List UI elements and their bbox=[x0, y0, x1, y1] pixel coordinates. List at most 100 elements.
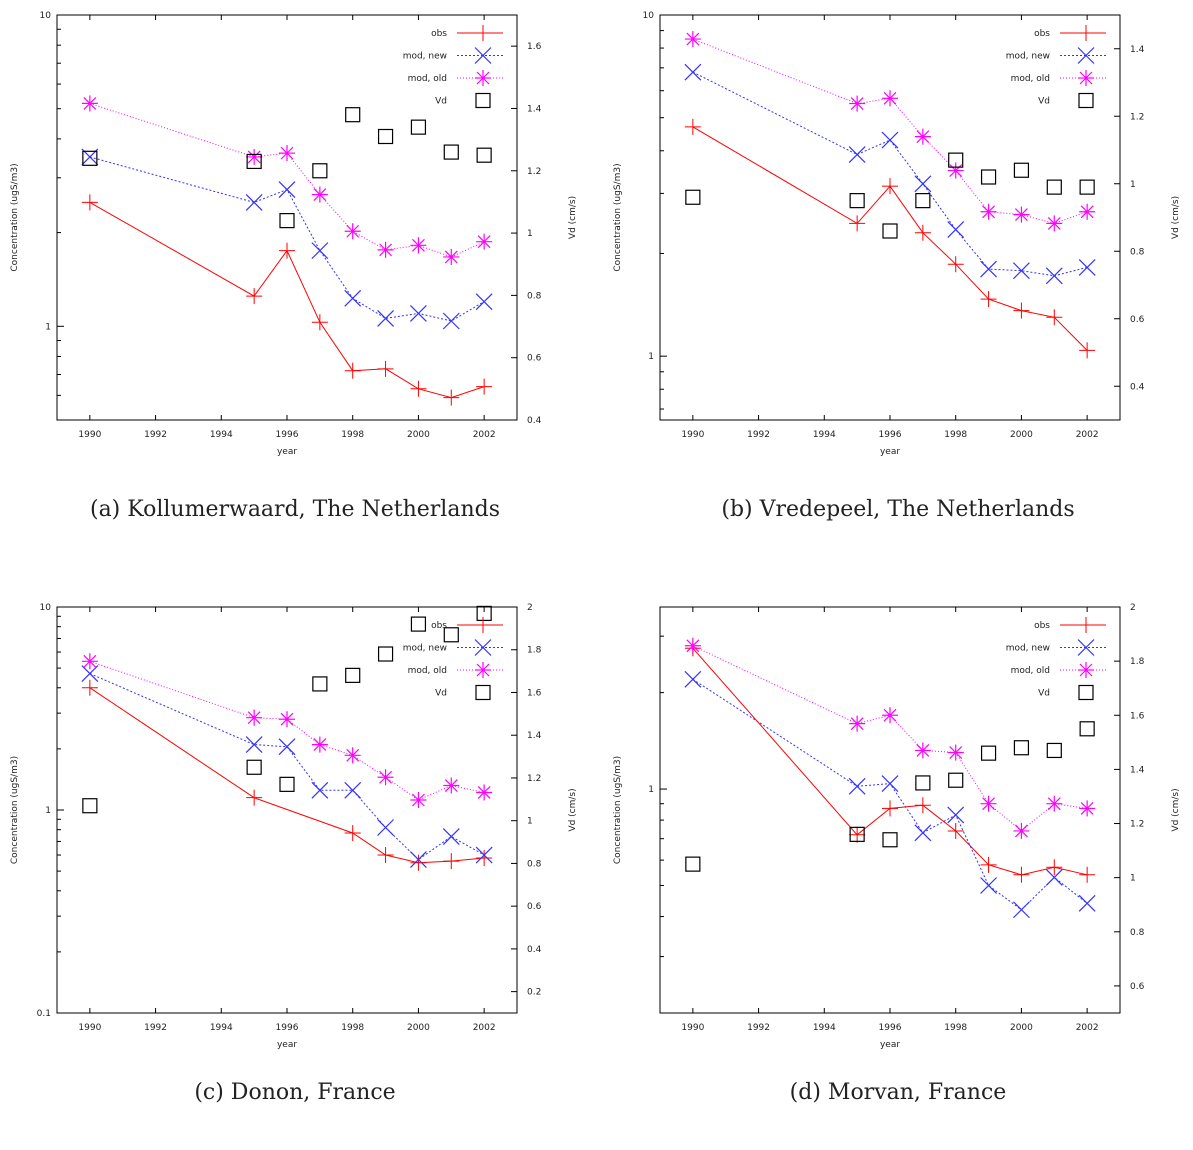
point-mod-new bbox=[245, 193, 263, 211]
y-axis-label: Concentration (ugS/m3) bbox=[10, 756, 20, 864]
series-line-mod-new bbox=[89, 673, 485, 861]
point-mod-new bbox=[947, 221, 965, 238]
point-vd bbox=[685, 189, 701, 205]
point-mod-old bbox=[980, 203, 997, 220]
series-line-mod-new bbox=[692, 71, 1088, 277]
point-obs bbox=[882, 800, 898, 817]
legend-marker-mod-old bbox=[475, 70, 491, 86]
x-tick-label: 1990 bbox=[681, 1023, 704, 1033]
legend-label-mod-old: mod, old bbox=[1011, 666, 1050, 676]
x-tick-label: 1996 bbox=[879, 430, 902, 440]
point-obs bbox=[344, 362, 361, 379]
point-obs bbox=[947, 822, 964, 839]
series-mod-old bbox=[81, 95, 493, 265]
point-mod-new bbox=[475, 846, 493, 864]
series-vd bbox=[685, 721, 1095, 872]
point-mod-new bbox=[377, 309, 394, 327]
legend-label-obs: obs bbox=[431, 29, 447, 39]
x-tick-label: 1990 bbox=[78, 430, 101, 440]
chart-donon: 1990 1992 1994 1996 1998 2000 2002 year 0.1 1 10 Co… bbox=[10, 603, 578, 1050]
legend-label-mod-old: mod, old bbox=[408, 74, 447, 84]
y2-tick-label: 1.6 bbox=[527, 42, 542, 52]
point-mod-old bbox=[684, 637, 701, 654]
point-vd bbox=[246, 153, 262, 170]
y2-axis-label: Vd (cm/s) bbox=[1171, 788, 1181, 831]
point-vd bbox=[915, 775, 931, 791]
y2-tick-label: 0.4 bbox=[527, 945, 542, 955]
x-tick-label: 2002 bbox=[473, 1023, 496, 1033]
point-mod-old bbox=[1046, 215, 1063, 232]
point-vd bbox=[685, 856, 701, 872]
point-obs bbox=[849, 215, 866, 232]
legend-label-mod-new: mod, new bbox=[1006, 52, 1050, 62]
point-mod-old bbox=[1013, 822, 1030, 839]
point-mod-new bbox=[442, 312, 460, 330]
legend-label-mod-old: mod, old bbox=[408, 666, 447, 676]
legend-marker-vd bbox=[475, 684, 491, 701]
point-mod-old bbox=[980, 795, 997, 812]
point-mod-old bbox=[947, 162, 964, 179]
point-mod-old bbox=[279, 711, 295, 728]
y2-tick-label: 1.8 bbox=[527, 646, 542, 656]
point-mod-old bbox=[246, 148, 263, 165]
x-tick-label: 1992 bbox=[747, 430, 770, 440]
point-mod-new bbox=[245, 736, 263, 754]
x-tick-label: 1992 bbox=[144, 430, 167, 440]
series-line-mod-new bbox=[89, 156, 485, 322]
legend-label-obs: obs bbox=[1034, 621, 1050, 631]
series-line-mod-old bbox=[89, 660, 485, 801]
series-obs bbox=[81, 194, 493, 406]
point-obs bbox=[882, 178, 898, 195]
x-tick-label: 1994 bbox=[813, 430, 836, 440]
point-obs bbox=[81, 194, 98, 211]
point-vd bbox=[1079, 721, 1095, 737]
x-axis-label: year bbox=[880, 447, 900, 457]
y-axis-label: Concentration (ugS/m3) bbox=[10, 163, 20, 271]
point-obs bbox=[849, 826, 866, 843]
series-mod-new bbox=[684, 63, 1096, 285]
y2-tick-label: 0.6 bbox=[1130, 982, 1145, 992]
point-mod-new bbox=[1045, 868, 1063, 886]
point-vd bbox=[345, 667, 361, 683]
point-mod-old bbox=[684, 31, 701, 48]
point-mod-old bbox=[1046, 795, 1063, 812]
point-obs bbox=[246, 288, 263, 305]
point-mod-old bbox=[882, 90, 898, 107]
y-tick-label: 1 bbox=[45, 322, 51, 332]
point-mod-old bbox=[947, 744, 964, 761]
point-vd bbox=[279, 213, 295, 229]
x-tick-label: 1990 bbox=[681, 430, 704, 440]
x-tick-label: 2000 bbox=[407, 1023, 430, 1033]
point-mod-new bbox=[410, 851, 427, 868]
y2-tick-label: 2 bbox=[1130, 603, 1136, 613]
x-tick-label: 1994 bbox=[210, 430, 233, 440]
point-mod-old bbox=[1079, 203, 1096, 220]
series-mod-new bbox=[81, 148, 493, 330]
x-axis-label: year bbox=[880, 1040, 900, 1050]
series-line-obs bbox=[89, 201, 485, 399]
legend-marker-mod-old bbox=[475, 662, 491, 678]
legend-marker-mod-new bbox=[1077, 47, 1095, 64]
x-tick-label: 1994 bbox=[210, 1023, 233, 1033]
point-mod-new bbox=[81, 665, 99, 682]
y2-tick-label: 0.8 bbox=[527, 291, 542, 301]
x-tick-label: 1998 bbox=[944, 1023, 967, 1033]
point-mod-new bbox=[980, 877, 997, 894]
x-tick-label: 2002 bbox=[473, 430, 496, 440]
caption-morvan: (d) Morvan, France bbox=[789, 1080, 1007, 1105]
point-mod-old bbox=[1079, 800, 1096, 817]
series-mod-old bbox=[81, 653, 493, 809]
point-vd bbox=[849, 826, 865, 842]
caption-vredepeel: (b) Vredepeel, The Netherlands bbox=[721, 497, 1075, 522]
point-mod-new bbox=[881, 775, 899, 793]
y-axis-label: Concentration (ugS/m3) bbox=[613, 163, 623, 271]
chart-vredepeel: 1990 1992 1994 1996 1998 2000 2002 year 1 10 Conce… bbox=[613, 11, 1181, 457]
point-vd bbox=[377, 128, 394, 145]
point-mod-new bbox=[848, 777, 866, 795]
point-vd bbox=[1013, 740, 1030, 756]
series-mod-old bbox=[684, 637, 1096, 839]
point-vd bbox=[882, 832, 898, 848]
legend-label-mod-new: mod, new bbox=[403, 52, 447, 62]
legend-label-vd: Vd bbox=[1038, 689, 1050, 699]
caption-kollumerwaard: (a) Kollumerwaard, The Netherlands bbox=[89, 497, 501, 522]
